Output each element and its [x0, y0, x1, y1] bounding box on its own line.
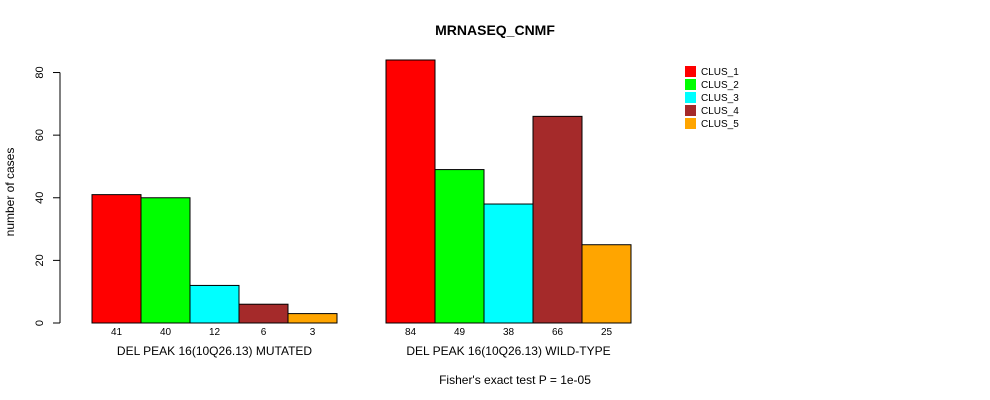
bar-count-label: 12 [209, 327, 221, 338]
bar-clus-3-group-1 [189, 284, 240, 324]
y-tick-label: 20 [34, 254, 46, 266]
fisher-test-footer: Fisher's exact test P = 1e-05 [439, 373, 591, 387]
bar-count-label: 3 [310, 327, 316, 338]
legend-swatch [685, 79, 696, 90]
bar-clus-5-group-2 [581, 244, 632, 324]
y-tick-label: 0 [34, 320, 46, 326]
bar-count-label: 40 [160, 327, 172, 338]
legend-swatch [685, 105, 696, 116]
legend-label: CLUS_1 [701, 67, 739, 78]
bar-count-label: 25 [601, 327, 613, 338]
bar-count-label: 84 [405, 327, 417, 338]
bar-clus-2-group-1 [140, 197, 191, 324]
bar-count-label: 38 [503, 327, 515, 338]
group-label: DEL PEAK 16(10Q26.13) MUTATED [117, 344, 313, 358]
bar-clus-5-group-1 [287, 313, 338, 324]
legend-label: CLUS_2 [701, 80, 739, 91]
bar-count-label: 41 [111, 327, 123, 338]
legend-swatch [685, 118, 696, 129]
bar-clus-1-group-1 [91, 194, 142, 324]
y-axis: 0 20 40 60 80 [34, 66, 61, 326]
bar-clus-4-group-1 [238, 303, 289, 324]
bar-clus-1-group-2 [385, 59, 436, 324]
bar-count-label: 49 [454, 327, 466, 338]
legend-swatch [685, 66, 696, 77]
chart-title: MRNASEQ_CNMF [435, 22, 555, 38]
y-axis-label: number of cases [3, 148, 17, 237]
bars [91, 59, 632, 324]
y-tick-label: 60 [34, 129, 46, 141]
legend-label: CLUS_4 [701, 106, 739, 117]
count-labels: 41 40 12 6 3 84 49 38 66 25 [111, 327, 613, 338]
legend-label: CLUS_5 [701, 119, 739, 130]
bar-clus-2-group-2 [434, 169, 485, 324]
legend: CLUS_1 CLUS_2 CLUS_3 CLUS_4 CLUS_5 [685, 66, 739, 130]
legend-label: CLUS_3 [701, 93, 739, 104]
bar-count-label: 6 [261, 327, 267, 338]
group-labels: DEL PEAK 16(10Q26.13) MUTATED DEL PEAK 16… [117, 344, 611, 358]
bar-clus-3-group-2 [483, 203, 534, 324]
bar-count-label: 66 [552, 327, 564, 338]
y-tick-label: 80 [34, 66, 46, 78]
bar-clus-4-group-2 [532, 115, 583, 324]
legend-swatch [685, 92, 696, 103]
y-tick-label: 40 [34, 192, 46, 204]
group-label: DEL PEAK 16(10Q26.13) WILD-TYPE [406, 344, 610, 358]
